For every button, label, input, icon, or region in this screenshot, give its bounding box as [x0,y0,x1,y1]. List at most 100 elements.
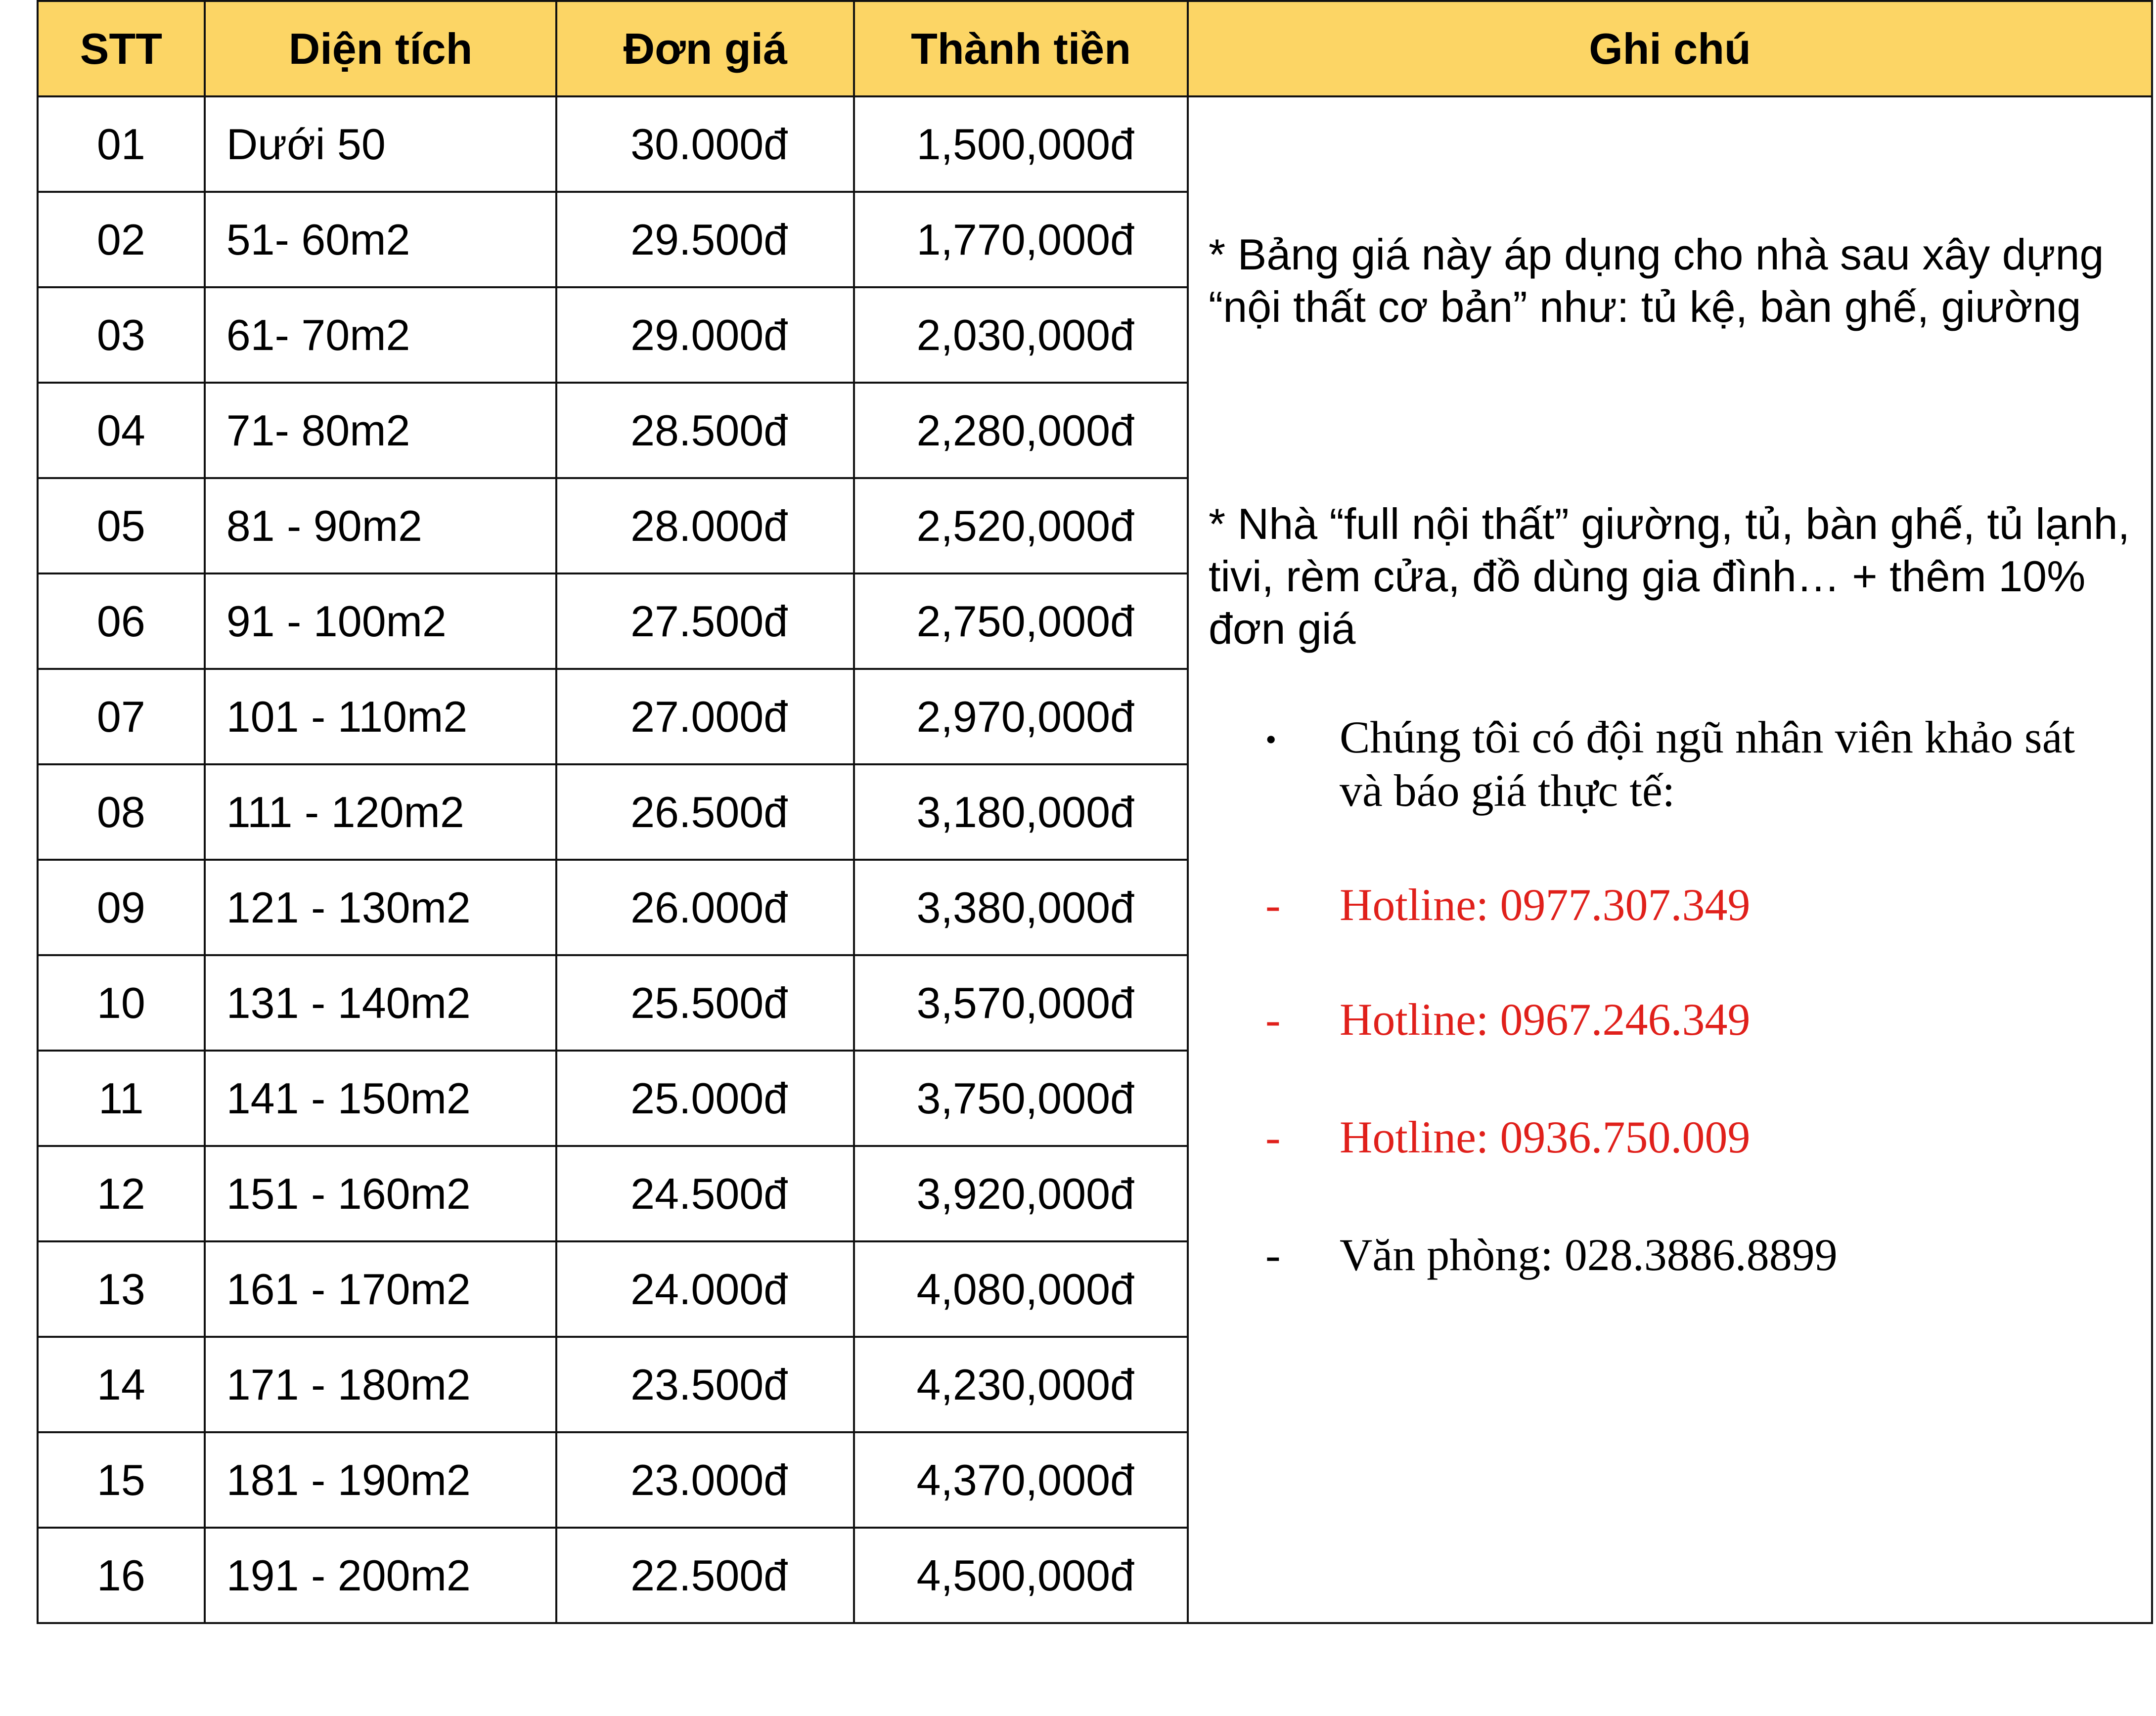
dash-icon: - [1265,1230,1281,1280]
row-unit-price: 24.500đ [555,1145,855,1242]
survey-text: Chúng tôi có đội ngũ nhân viên khảo sát … [1339,712,2075,816]
table-row: 11 141 - 150m2 25.000đ 3,750,000đ [37,1050,2152,1147]
row-stt: 14 [37,1336,206,1433]
row-total: 2,520,000đ [853,477,1189,574]
row-area: Dưới 50 [203,95,558,193]
row-unit-price: 26.500đ [555,763,855,861]
table-row: 15 181 - 190m2 23.000đ 4,370,000đ [37,1431,2152,1529]
header-total: Thành tiền [853,0,1189,97]
header-area: Diện tích [203,0,558,97]
row-total: 2,030,000đ [853,286,1189,384]
row-stt: 04 [37,382,206,479]
price-table-sheet: STT Diện tích Đơn giá Thành tiền Ghi chú… [37,0,2154,1624]
table-row: 03 61- 70m2 29.000đ 2,030,000đ [37,286,2152,384]
row-area: 51- 60m2 [203,191,558,288]
row-unit-price: 27.500đ [555,572,855,670]
row-stt: 10 [37,954,206,1052]
row-stt: 03 [37,286,206,384]
row-area: 131 - 140m2 [203,954,558,1052]
row-stt: 13 [37,1240,206,1338]
table-row: 09 121 - 130m2 26.000đ 3,380,000đ [37,859,2152,956]
table-row: 06 91 - 100m2 27.500đ 2,750,000đ [37,572,2152,670]
row-total: 4,370,000đ [853,1431,1189,1529]
row-area: 121 - 130m2 [203,859,558,956]
row-total: 2,280,000đ [853,382,1189,479]
table-body: 01 Dưới 50 30.000đ 1,500,000đ * Bảng giá nà… [37,95,2154,1624]
row-total: 4,230,000đ [853,1336,1189,1433]
row-area: 111 - 120m2 [203,763,558,861]
row-stt: 16 [37,1527,206,1624]
note-basic-furniture: * Bảng giá này áp dụng cho nhà sau xây d… [1208,230,2104,331]
row-stt: 11 [37,1050,206,1147]
row-unit-price: 23.000đ [555,1431,855,1529]
row-stt: 06 [37,572,206,670]
row-unit-price: 30.000đ [555,95,855,193]
table-row: 02 51- 60m2 29.500đ 1,770,000đ [37,191,2152,288]
office-text[interactable]: Văn phòng: 028.3886.8899 [1339,1230,1838,1280]
row-total: 2,750,000đ [853,572,1189,670]
row-total: 1,770,000đ [853,191,1189,288]
notes-panel: * Bảng giá này áp dụng cho nhà sau xây d… [1189,97,2151,1622]
table-row: 10 131 - 140m2 25.500đ 3,570,000đ [37,954,2152,1052]
row-stt: 12 [37,1145,206,1242]
table-row: 07 101 - 110m2 27.000đ 2,970,000đ [37,668,2152,765]
table-row: 01 Dưới 50 30.000đ 1,500,000đ * Bảng giá nà… [37,95,2154,1624]
row-unit-price: 29.000đ [555,286,855,384]
row-area: 161 - 170m2 [203,1240,558,1338]
row-area: 81 - 90m2 [203,477,558,574]
row-unit-price: 22.500đ [555,1527,855,1624]
row-unit-price: 28.500đ [555,382,855,479]
row-unit-price: 23.500đ [555,1336,855,1433]
price-table: STT Diện tích Đơn giá Thành tiền Ghi chú… [37,0,2154,1624]
row-total: 4,500,000đ [853,1527,1189,1624]
row-total: 2,970,000đ [853,668,1189,765]
row-area: 101 - 110m2 [203,668,558,765]
row-unit-price: 28.000đ [555,477,855,574]
row-total: 3,920,000đ [853,1145,1189,1242]
row-unit-price: 25.000đ [555,1050,855,1147]
table-row: 04 71- 80m2 28.500đ 2,280,000đ [37,382,2152,479]
dash-icon: - [1265,880,1281,930]
row-unit-price: 29.500đ [555,191,855,288]
table-row: 12 151 - 160m2 24.500đ 3,920,000đ [37,1145,2152,1242]
row-total: 3,750,000đ [853,1050,1189,1147]
row-area: 191 - 200m2 [203,1527,558,1624]
row-unit-price: 24.000đ [555,1240,855,1338]
row-stt: 09 [37,859,206,956]
row-area: 91 - 100m2 [203,572,558,670]
row-stt: 07 [37,668,206,765]
bullet-icon: • [1265,722,1277,757]
row-total: 3,570,000đ [853,954,1189,1052]
table-row: 13 161 - 170m2 24.000đ 4,080,000đ [37,1240,2152,1338]
table-row: 08 111 - 120m2 26.500đ 3,180,000đ [37,763,2152,861]
hotline-3-text[interactable]: Hotline: 0936.750.009 [1339,1112,1751,1162]
row-stt: 02 [37,191,206,288]
table-header-row: STT Diện tích Đơn giá Thành tiền Ghi chú [37,0,2154,97]
row-unit-price: 26.000đ [555,859,855,956]
row-area: 181 - 190m2 [203,1431,558,1529]
row-area: 171 - 180m2 [203,1336,558,1433]
row-stt: 05 [37,477,206,574]
table-row: 14 171 - 180m2 23.500đ 4,230,000đ [37,1336,2152,1433]
row-total: 3,180,000đ [853,763,1189,861]
hotline-1-text[interactable]: Hotline: 0977.307.349 [1339,880,1751,930]
row-unit-price: 25.500đ [555,954,855,1052]
table-row: 05 81 - 90m2 28.000đ 2,520,000đ [37,477,2152,574]
row-unit-price: 27.000đ [555,668,855,765]
row-stt: 15 [37,1431,206,1529]
row-area: 151 - 160m2 [203,1145,558,1242]
notes-cell: * Bảng giá này áp dụng cho nhà sau xây d… [1186,95,2154,1624]
table-row: 16 191 - 200m2 22.500đ 4,500,000đ [37,1527,2152,1624]
row-area: 61- 70m2 [203,286,558,384]
note-full-furniture: * Nhà “full nội thất” giường, tủ, bàn gh… [1208,499,2130,653]
row-stt: 08 [37,763,206,861]
row-area: 71- 80m2 [203,382,558,479]
header-unit-price: Đơn giá [555,0,855,97]
dash-icon: - [1265,994,1281,1045]
row-stt: 01 [37,95,206,193]
hotline-2-text[interactable]: Hotline: 0967.246.349 [1339,994,1751,1045]
row-total: 3,380,000đ [853,859,1189,956]
header-notes: Ghi chú [1186,0,2154,97]
row-total: 4,080,000đ [853,1240,1189,1338]
dash-icon: - [1265,1112,1281,1162]
